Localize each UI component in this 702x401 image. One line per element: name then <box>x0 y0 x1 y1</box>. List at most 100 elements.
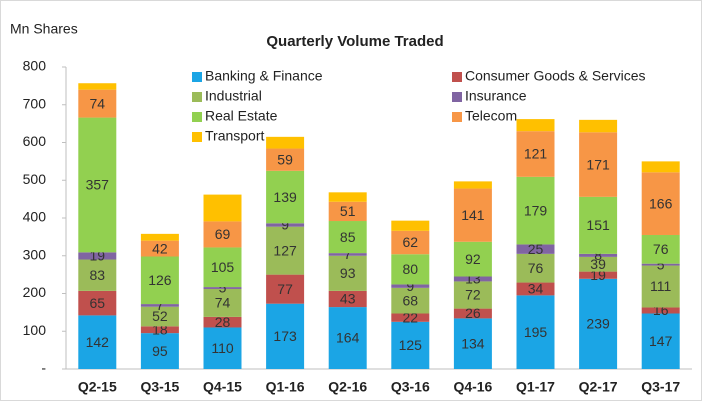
bar-segment <box>453 181 492 189</box>
x-tick-label: Q2-17 <box>579 379 618 395</box>
bar-segment <box>203 221 242 248</box>
data-label: 77 <box>277 281 293 297</box>
data-label: 42 <box>152 240 168 256</box>
bar-segment <box>641 313 680 369</box>
legend-swatch <box>192 112 202 122</box>
data-label: 179 <box>524 202 548 218</box>
data-label: 195 <box>524 324 548 340</box>
bar-segment <box>453 188 492 242</box>
bar-segment <box>579 119 618 133</box>
bar-segment <box>266 170 305 224</box>
bar-segment <box>579 196 618 254</box>
bar-segment <box>391 284 430 288</box>
legend-swatch <box>452 112 462 122</box>
data-label: 43 <box>340 291 356 307</box>
bar-segment <box>140 240 179 257</box>
bar-segment <box>328 307 367 369</box>
bar-segment <box>516 119 555 132</box>
y-axis-label: Mn Shares <box>10 21 78 37</box>
data-label: 7 <box>156 297 164 313</box>
bar-segment <box>516 131 555 177</box>
data-label: 26 <box>465 305 481 321</box>
data-label: 126 <box>148 272 172 288</box>
data-label: 74 <box>90 95 106 111</box>
data-label: 141 <box>461 207 485 223</box>
bar-segment <box>579 256 618 272</box>
data-label: 147 <box>649 333 673 349</box>
bar-segment <box>516 176 555 245</box>
bar-segment <box>203 288 242 317</box>
y-tick-label: 700 <box>23 95 47 111</box>
bar-segment <box>140 256 179 305</box>
legend-label: Real Estate <box>205 108 278 124</box>
bar-segment <box>453 308 492 319</box>
data-label: 92 <box>465 251 481 267</box>
data-label: 85 <box>340 229 356 245</box>
legend-label: Transport <box>205 128 265 144</box>
bar-segment <box>391 220 430 231</box>
bar-segment <box>203 287 242 289</box>
data-label: 93 <box>340 265 356 281</box>
y-tick-label: 400 <box>23 209 47 225</box>
data-label: 5 <box>657 256 665 272</box>
bar-segment <box>266 226 305 275</box>
x-tick-label: Q3-15 <box>140 379 179 395</box>
y-tick-label: 600 <box>23 133 47 149</box>
bar-segment <box>328 253 367 256</box>
x-tick-label: Q3-17 <box>641 379 680 395</box>
bar-segment <box>516 295 555 369</box>
x-tick-label: Q2-16 <box>328 379 367 395</box>
data-label: 76 <box>653 241 669 257</box>
data-label: 62 <box>403 234 419 250</box>
data-label: 59 <box>277 151 293 167</box>
data-label: 142 <box>86 334 110 350</box>
data-label: 83 <box>90 267 106 283</box>
bar-segment <box>391 287 430 314</box>
bar-segment <box>266 148 305 171</box>
bar-segment <box>203 247 242 288</box>
y-tick-label: - <box>41 360 46 376</box>
legend-label: Insurance <box>465 88 527 104</box>
data-label: 105 <box>211 259 235 275</box>
bar-segment <box>266 303 305 369</box>
y-tick-label: 800 <box>23 58 47 74</box>
bar-segment <box>266 274 305 304</box>
bar-segment <box>453 318 492 369</box>
x-tick-label: Q1-17 <box>516 379 555 395</box>
legend-swatch <box>452 72 462 82</box>
bar-segment <box>641 161 680 173</box>
bar-segment <box>266 136 305 149</box>
bar-segment <box>140 306 179 327</box>
x-tick-label: Q4-15 <box>203 379 242 395</box>
data-label: 80 <box>403 261 419 277</box>
bar-segment <box>453 241 492 277</box>
data-label: 28 <box>215 314 231 330</box>
legend-swatch <box>192 72 202 82</box>
bar-segment <box>78 290 117 316</box>
bar-segment <box>328 255 367 291</box>
bar-segment <box>328 192 367 202</box>
bar-segment <box>328 290 367 308</box>
bar-segment <box>140 326 179 334</box>
data-label: 9 <box>281 217 289 233</box>
data-label: 25 <box>528 241 544 257</box>
bar-segment <box>453 276 492 282</box>
data-label: 34 <box>528 281 544 297</box>
bar-segment <box>391 313 430 322</box>
legend-label: Banking & Finance <box>205 68 323 84</box>
data-label: 68 <box>403 292 419 308</box>
bar-segment <box>78 259 117 291</box>
data-label: 134 <box>461 335 485 351</box>
data-label: 65 <box>90 295 106 311</box>
data-label: 111 <box>650 278 671 294</box>
bar-segment <box>203 327 242 369</box>
data-label: 151 <box>586 217 610 233</box>
y-tick-label: 300 <box>23 246 47 262</box>
data-label: 171 <box>586 156 610 172</box>
data-label: 39 <box>590 256 606 272</box>
y-tick-label: 500 <box>23 171 47 187</box>
y-tick-label: 100 <box>23 322 47 338</box>
data-label: 74 <box>215 295 231 311</box>
data-label: 125 <box>399 337 423 353</box>
